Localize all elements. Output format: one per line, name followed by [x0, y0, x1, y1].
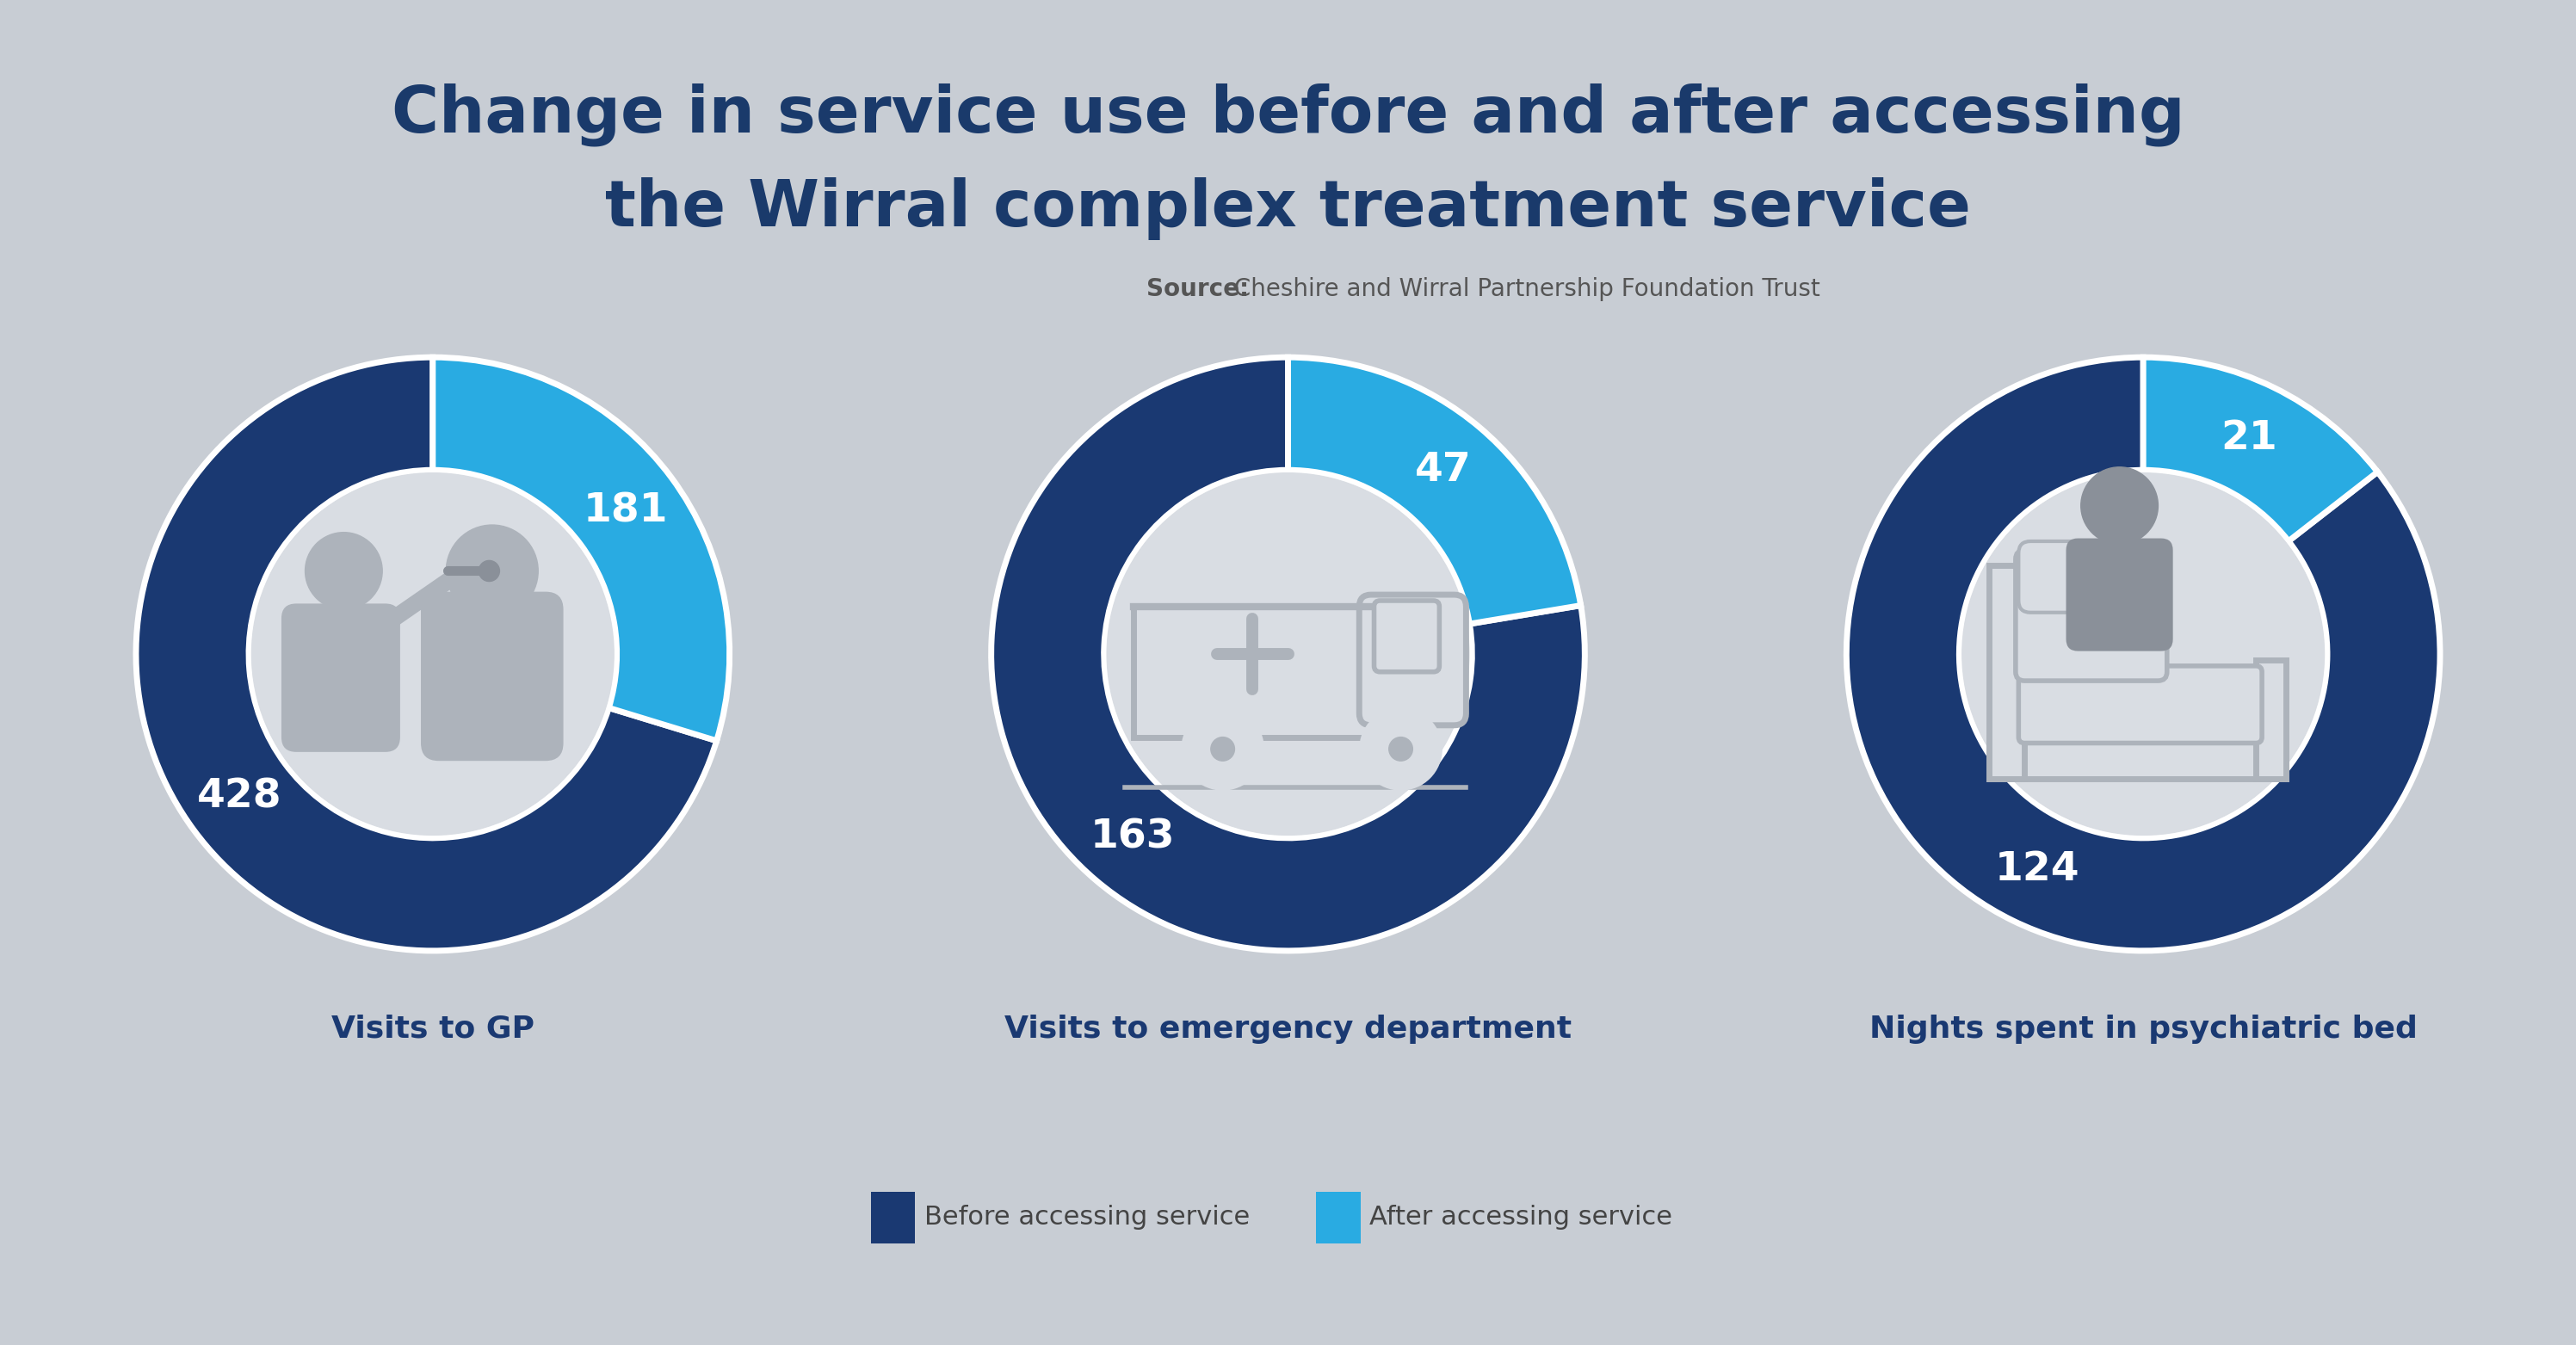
Text: Nights spent in psychiatric bed: Nights spent in psychiatric bed: [1870, 1014, 2416, 1044]
Text: After accessing service: After accessing service: [1370, 1205, 1672, 1229]
Text: Source:: Source:: [1146, 277, 1249, 301]
Wedge shape: [433, 358, 729, 741]
Circle shape: [304, 533, 381, 609]
Text: the Wirral complex treatment service: the Wirral complex treatment service: [605, 178, 1971, 239]
Text: 181: 181: [585, 492, 667, 530]
Text: 47: 47: [1414, 452, 1471, 490]
FancyBboxPatch shape: [281, 604, 399, 752]
Circle shape: [252, 473, 613, 835]
Text: Cheshire and Wirral Partnership Foundation Trust: Cheshire and Wirral Partnership Foundati…: [1226, 277, 1819, 301]
FancyBboxPatch shape: [1373, 601, 1440, 672]
Wedge shape: [992, 358, 1584, 951]
Text: 428: 428: [198, 777, 281, 816]
Circle shape: [1185, 710, 1262, 788]
FancyBboxPatch shape: [2014, 550, 2166, 681]
Text: Change in service use before and after accessing: Change in service use before and after a…: [392, 82, 2184, 147]
FancyBboxPatch shape: [420, 592, 564, 761]
Text: 124: 124: [1996, 850, 2079, 889]
Text: 21: 21: [2221, 418, 2277, 457]
Text: Before accessing service: Before accessing service: [925, 1205, 1249, 1229]
Text: Visits to emergency department: Visits to emergency department: [1005, 1014, 1571, 1044]
Circle shape: [2081, 467, 2159, 545]
Circle shape: [1211, 737, 1234, 761]
Circle shape: [1108, 473, 1468, 835]
Wedge shape: [1847, 358, 2439, 951]
Circle shape: [479, 561, 500, 581]
FancyBboxPatch shape: [2257, 660, 2285, 779]
FancyBboxPatch shape: [1360, 594, 1466, 725]
Wedge shape: [1288, 358, 1582, 624]
Bar: [1316, 1192, 1360, 1244]
Circle shape: [1963, 473, 2324, 835]
Text: 163: 163: [1090, 818, 1175, 857]
Circle shape: [1363, 710, 1440, 788]
Circle shape: [1388, 737, 1412, 761]
Wedge shape: [137, 358, 716, 951]
FancyBboxPatch shape: [1989, 737, 2285, 779]
Wedge shape: [2143, 358, 2378, 541]
FancyBboxPatch shape: [2020, 541, 2156, 612]
Text: Visits to GP: Visits to GP: [332, 1014, 533, 1044]
Bar: [871, 1192, 914, 1244]
FancyBboxPatch shape: [1989, 565, 2025, 779]
FancyBboxPatch shape: [2020, 666, 2262, 742]
FancyBboxPatch shape: [2066, 538, 2174, 651]
FancyBboxPatch shape: [1133, 607, 1370, 737]
Circle shape: [446, 525, 538, 617]
